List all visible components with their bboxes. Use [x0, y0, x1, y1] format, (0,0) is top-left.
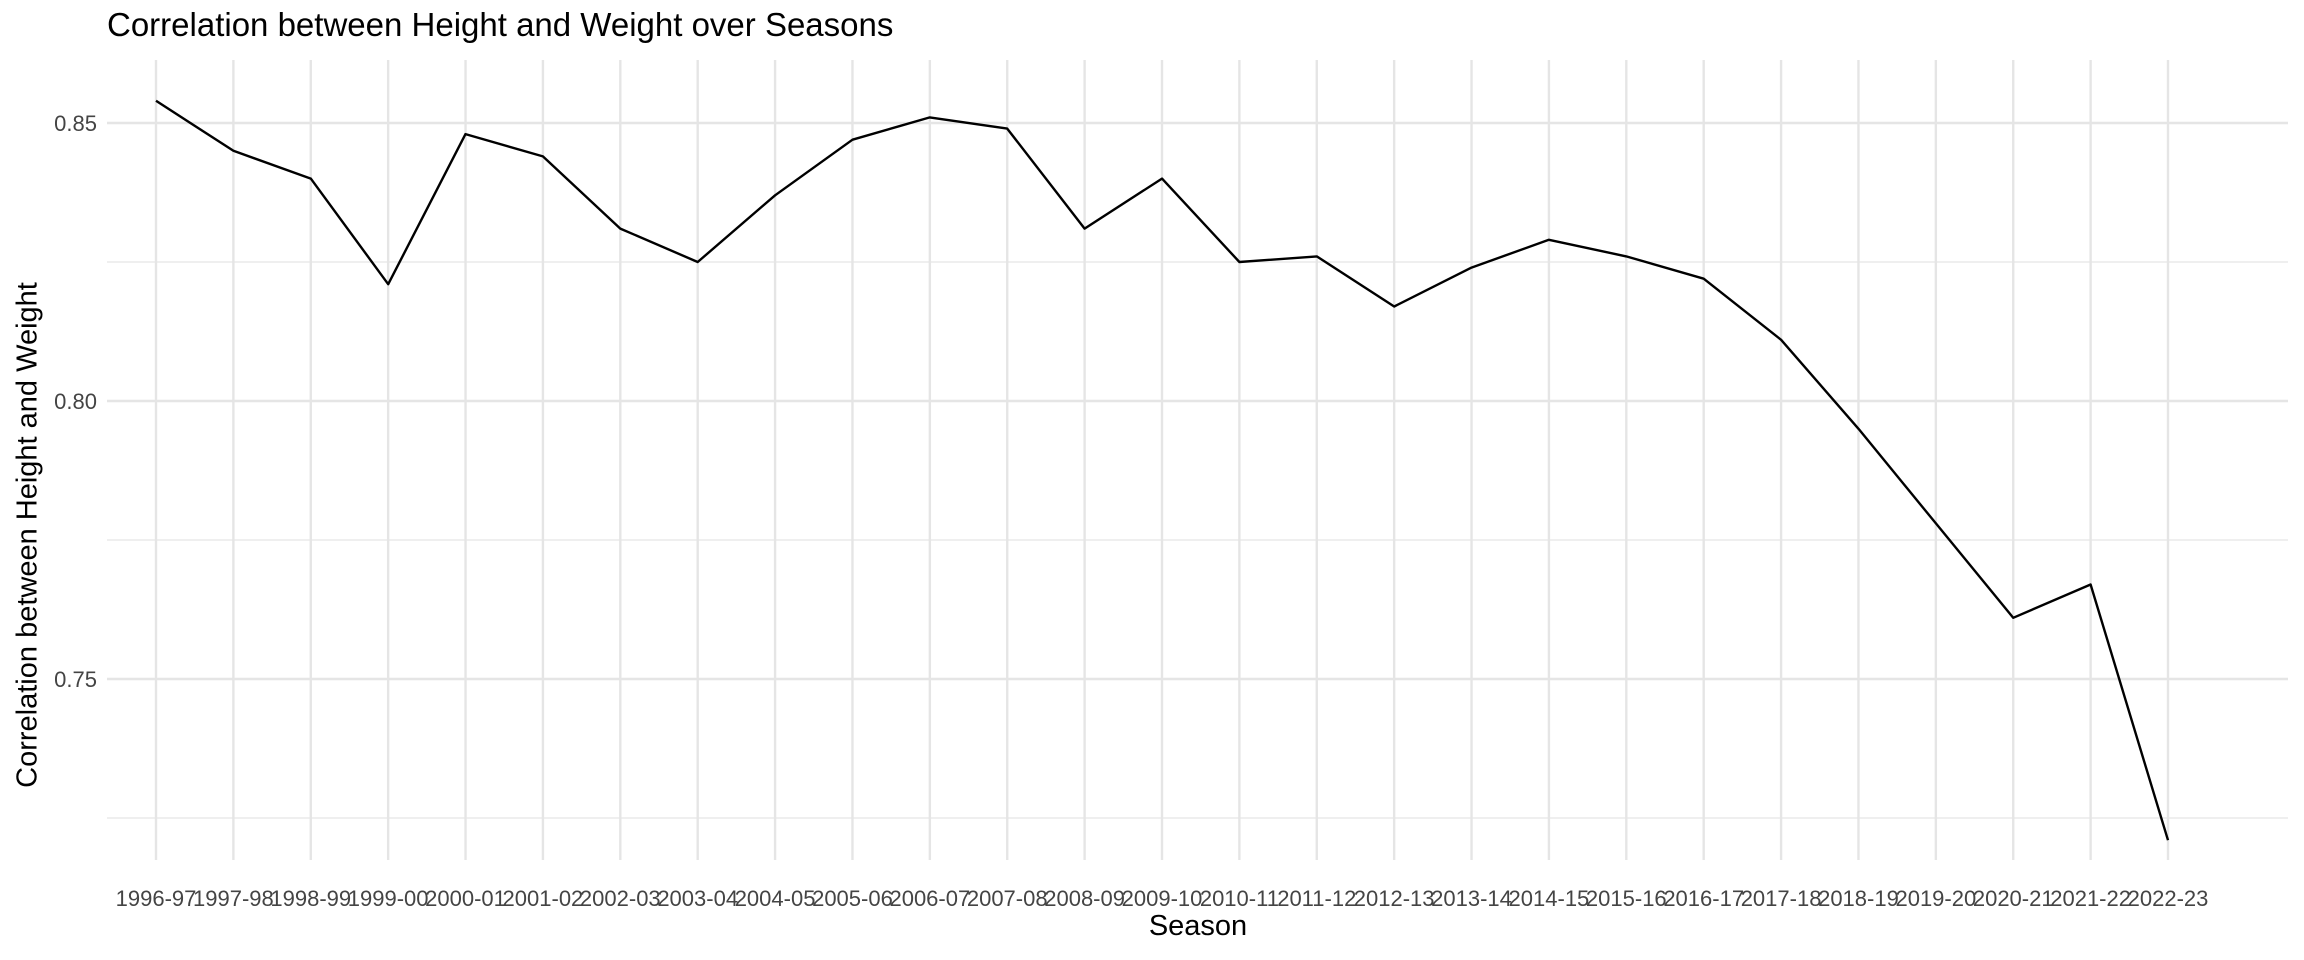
- x-tick-label: 2022-23: [2128, 886, 2209, 911]
- x-tick-label: 2018-19: [1818, 886, 1899, 911]
- x-tick-label: 1996-97: [116, 886, 197, 911]
- x-tick-label: 2011-12: [1277, 886, 1356, 911]
- x-tick-label: 2010-11: [1200, 886, 1279, 911]
- x-tick-label: 2015-16: [1586, 886, 1667, 911]
- x-tick-label: 2019-20: [1895, 886, 1976, 911]
- x-axis-title: Season: [1148, 910, 1248, 942]
- x-tick-label: 2006-07: [889, 886, 970, 911]
- x-tick-label: 2012-13: [1354, 886, 1435, 911]
- grid-lines: [107, 60, 2288, 860]
- x-tick-label: 2007-08: [967, 886, 1048, 911]
- x-tick-label: 2020-21: [1973, 886, 2054, 911]
- x-tick-label: 2000-01: [425, 886, 506, 911]
- x-tick-label: 2003-04: [657, 886, 738, 911]
- x-tick-label: 2008-09: [1044, 886, 1125, 911]
- x-tick-label: 2001-02: [503, 886, 584, 911]
- x-tick-label: 1997-98: [193, 886, 274, 911]
- y-tick-label: 0.85: [54, 111, 97, 136]
- x-tick-label: 2014-15: [1509, 886, 1590, 911]
- series-line: [155, 99, 2170, 841]
- x-tick-label: 2021-22: [2050, 886, 2131, 911]
- x-tick-label: 2016-17: [1663, 886, 1744, 911]
- x-tick-label: 2004-05: [735, 886, 816, 911]
- y-tick-label: 0.75: [54, 667, 97, 692]
- y-tick-labels: 0.75 0.80 0.85: [54, 111, 97, 692]
- x-tick-label: 1998-99: [270, 886, 351, 911]
- x-tick-label: 2005-06: [812, 886, 893, 911]
- x-tick-label: 2017-18: [1741, 886, 1822, 911]
- series-marks: [155, 99, 2170, 841]
- y-tick-label: 0.80: [54, 389, 97, 414]
- x-tick-labels: 1996-971997-981998-991999-002000-012001-…: [116, 886, 2209, 911]
- x-tick-label: 2009-10: [1122, 886, 1203, 911]
- x-tick-label: 2002-03: [580, 886, 661, 911]
- x-tick-label: 1999-00: [348, 886, 429, 911]
- x-tick-label: 2013-14: [1431, 886, 1512, 911]
- chart-title: Correlation between Height and Weight ov…: [107, 6, 894, 43]
